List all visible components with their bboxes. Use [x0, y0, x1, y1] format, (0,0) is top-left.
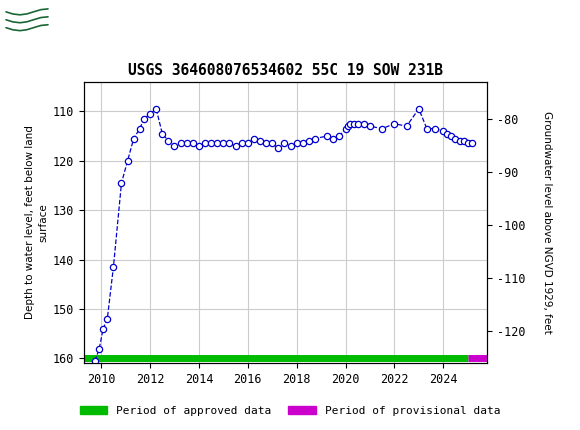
Text: USGS: USGS [62, 15, 126, 35]
Legend: Period of approved data, Period of provisional data: Period of approved data, Period of provi… [75, 401, 505, 420]
Bar [4, 3, 56, 46]
Y-axis label: Groundwater level above NGVD 1929, feet: Groundwater level above NGVD 1929, feet [542, 111, 552, 334]
Title: USGS 364608076534602 55C 19 SOW 231B: USGS 364608076534602 55C 19 SOW 231B [128, 63, 443, 78]
Y-axis label: Depth to water level, feet below land
surface: Depth to water level, feet below land su… [25, 126, 49, 319]
